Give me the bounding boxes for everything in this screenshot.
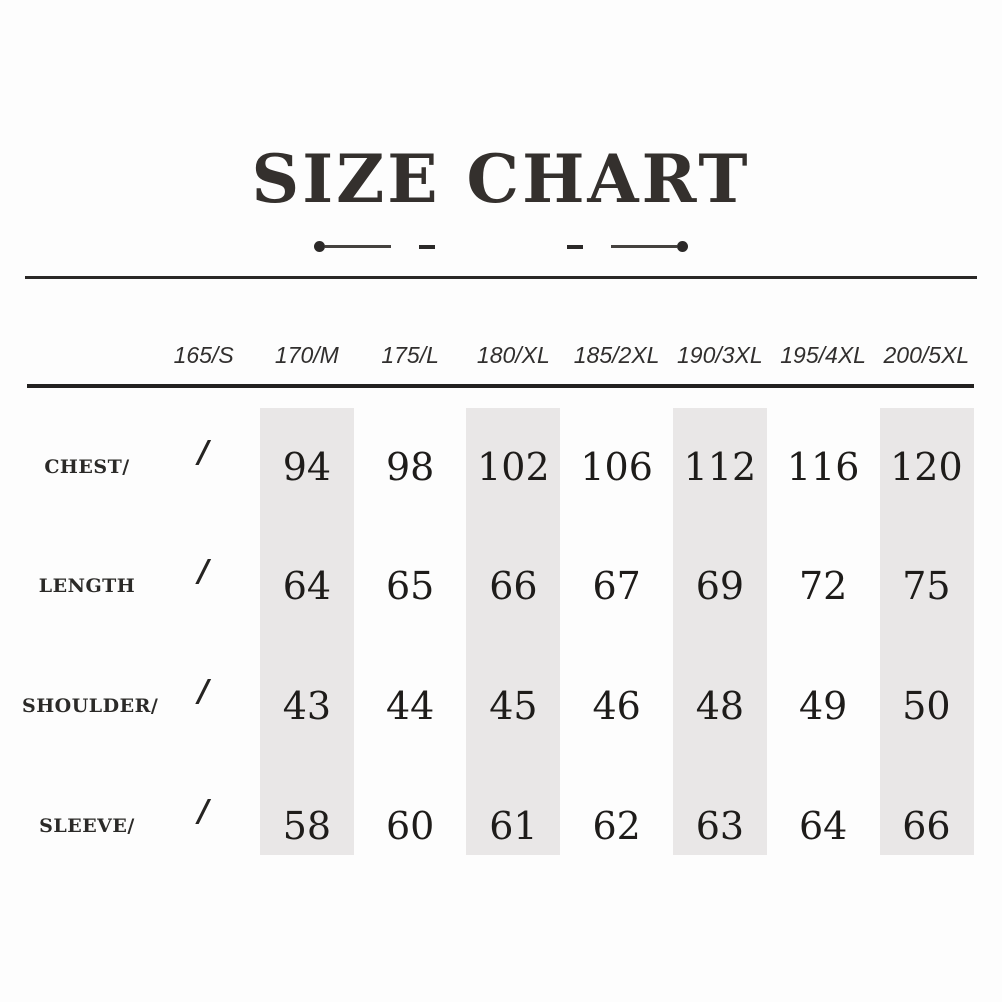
divider-header-rule bbox=[27, 384, 974, 388]
ornament-dot-right-icon bbox=[677, 241, 688, 252]
cell-shoulder-170m: 43 bbox=[282, 684, 332, 728]
cell-shoulder-195xl: 49 bbox=[798, 684, 848, 728]
row-label-sleeve: SLEEVE/ bbox=[39, 815, 135, 837]
cell-shoulder-165s: / bbox=[152, 674, 255, 724]
cell-shoulder-180xl: 45 bbox=[489, 684, 538, 728]
cell-length-165s: / bbox=[152, 554, 255, 604]
placeholder-slash: / bbox=[198, 434, 210, 470]
ornament-dash-left bbox=[419, 244, 435, 249]
ornament-dot-left-icon bbox=[314, 241, 325, 252]
ornament-dash-right bbox=[567, 244, 583, 249]
cell-length-170m: 64 bbox=[282, 564, 332, 608]
cell-shoulder-200xl: 50 bbox=[902, 684, 951, 728]
cell-length-175l: 65 bbox=[385, 564, 435, 608]
cell-chest-195xl: 116 bbox=[786, 445, 860, 489]
cell-shoulder-190xl: 48 bbox=[695, 684, 745, 728]
cell-length-190xl: 69 bbox=[695, 564, 745, 608]
size-column-header-190xl: 190/3XL bbox=[677, 341, 763, 368]
cell-chest-190xl: 112 bbox=[683, 445, 757, 489]
cell-chest-170m: 94 bbox=[282, 445, 332, 489]
size-column-header-175l: 175/L bbox=[381, 341, 439, 368]
table-row-length: LENGTH / 64 65 66 67 69 72 75 bbox=[22, 554, 978, 616]
row-label-shoulder: SHOULDER/ bbox=[22, 695, 159, 717]
size-column-header-170m: 170/M bbox=[274, 341, 339, 368]
cell-chest-185xl: 106 bbox=[580, 445, 653, 489]
cell-sleeve-200xl: 66 bbox=[902, 804, 951, 848]
size-column-header-200xl: 200/5XL bbox=[883, 341, 970, 368]
size-column-header-195xl: 195/4XL bbox=[780, 341, 866, 368]
size-column-header-185xl: 185/2XL bbox=[573, 341, 660, 368]
column-stripe-190xl bbox=[673, 408, 767, 855]
cell-shoulder-185xl: 46 bbox=[592, 684, 641, 728]
ornament-line-right bbox=[611, 245, 677, 248]
table-row-chest: CHEST/ / 94 98 102 106 112 116 120 bbox=[22, 435, 978, 497]
cell-sleeve-165s: / bbox=[152, 794, 255, 844]
cell-length-180xl: 66 bbox=[489, 564, 538, 608]
cell-sleeve-195xl: 64 bbox=[798, 804, 848, 848]
cell-length-185xl: 67 bbox=[592, 564, 641, 608]
table-row-shoulder: SHOULDER/ / 43 44 45 46 48 49 50 bbox=[22, 674, 978, 736]
cell-chest-175l: 98 bbox=[385, 445, 435, 489]
table-row-sleeve: SLEEVE/ / 58 60 61 62 63 64 66 bbox=[22, 794, 978, 856]
placeholder-slash: / bbox=[198, 793, 210, 829]
ornament-line-left bbox=[325, 245, 391, 248]
cell-sleeve-175l: 60 bbox=[385, 804, 435, 848]
column-stripe-180xl bbox=[466, 408, 560, 855]
cell-length-195xl: 72 bbox=[798, 564, 848, 608]
placeholder-slash: / bbox=[198, 553, 210, 589]
column-stripe-170m bbox=[260, 408, 354, 855]
column-stripe-200xl bbox=[880, 408, 974, 855]
cell-chest-180xl: 102 bbox=[477, 445, 550, 489]
divider-top bbox=[25, 276, 977, 279]
size-column-header-165s: 165/S bbox=[173, 341, 234, 368]
cell-sleeve-180xl: 61 bbox=[489, 804, 538, 848]
row-label-length: LENGTH bbox=[38, 575, 136, 597]
cell-sleeve-190xl: 63 bbox=[695, 804, 745, 848]
cell-chest-200xl: 120 bbox=[890, 445, 963, 489]
cell-chest-165s: / bbox=[152, 435, 255, 485]
size-header-row: 165/S 170/M 175/L 180/XL 185/2XL 190/3XL… bbox=[22, 337, 978, 373]
title-ornament bbox=[0, 240, 1002, 253]
page-title: SIZE CHART bbox=[251, 140, 751, 218]
cell-length-200xl: 75 bbox=[902, 564, 951, 608]
size-column-header-180xl: 180/XL bbox=[476, 341, 550, 368]
placeholder-slash: / bbox=[198, 673, 210, 709]
row-label-chest: CHEST/ bbox=[44, 456, 130, 478]
cell-sleeve-170m: 58 bbox=[282, 804, 332, 848]
cell-sleeve-185xl: 62 bbox=[592, 804, 641, 848]
cell-shoulder-175l: 44 bbox=[385, 684, 435, 728]
